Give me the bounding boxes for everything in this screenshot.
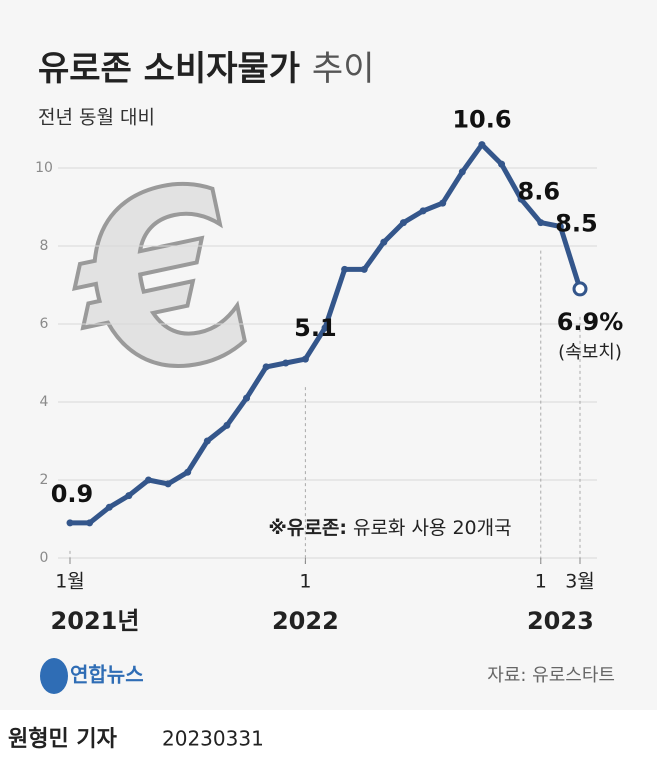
y-tick-label: 10 xyxy=(35,160,53,176)
background xyxy=(0,0,657,710)
data-point xyxy=(478,141,486,149)
data-point xyxy=(243,394,251,402)
y-tick-label: 0 xyxy=(40,550,49,566)
data-point xyxy=(184,468,192,476)
data-point xyxy=(125,492,133,500)
data-point xyxy=(517,195,525,203)
y-tick-label: 8 xyxy=(40,238,49,254)
y-tick-label: 6 xyxy=(40,316,49,332)
data-point xyxy=(572,281,588,297)
x-tick-label: 1 xyxy=(535,571,547,593)
data-point xyxy=(556,223,564,230)
data-point xyxy=(498,160,506,168)
value-label: 0.9 xyxy=(51,480,94,508)
x-tick-label: 1 xyxy=(299,571,311,593)
title-main: 유로존 소비자물가 xyxy=(38,49,300,89)
data-point xyxy=(341,265,349,273)
data-point xyxy=(105,503,113,511)
value-label: 5.1 xyxy=(294,314,337,342)
data-point xyxy=(399,219,407,227)
value-label: 10.6 xyxy=(452,106,511,134)
data-point xyxy=(321,324,329,332)
date: 20230331 xyxy=(162,727,264,751)
data-point xyxy=(380,238,388,246)
chart-title: 유로존 소비자물가 추이 xyxy=(38,49,374,89)
data-point xyxy=(164,480,172,488)
title-suffix: 추이 xyxy=(312,49,375,89)
value-note: (속보치) xyxy=(558,342,622,363)
note-text: 유로화 사용 20개국 xyxy=(353,517,512,539)
data-point xyxy=(203,437,211,445)
note-label: ※유로존: xyxy=(268,517,347,539)
x-tick-label: 1월 xyxy=(55,571,85,593)
data-point xyxy=(439,199,447,207)
year-label: 2022 xyxy=(272,607,339,635)
data-point xyxy=(537,219,545,227)
data-point xyxy=(301,355,309,363)
data-point xyxy=(144,476,152,484)
year-label: 2023 xyxy=(527,607,594,635)
byline: 원형민 기자 xyxy=(8,727,118,752)
logo-text: 연합뉴스 xyxy=(70,663,144,687)
data-point xyxy=(282,359,290,367)
subtitle: 전년 동월 대비 xyxy=(38,107,155,129)
value-label: 8.6 xyxy=(518,178,561,206)
data-point xyxy=(86,519,94,527)
x-tick-label: 3월 xyxy=(565,571,595,593)
logo-mark xyxy=(40,658,68,694)
source: 자료: 유로스타트 xyxy=(487,665,615,686)
note: ※유로존: 유로화 사용 20개국 xyxy=(268,517,511,539)
value-label: 8.5 xyxy=(555,210,598,238)
year-label: 2021년 xyxy=(51,607,140,635)
data-point xyxy=(458,168,466,176)
data-point xyxy=(66,519,74,527)
value-label: 6.9% xyxy=(557,308,624,336)
y-tick-label: 4 xyxy=(40,394,49,410)
y-tick-label: 2 xyxy=(40,472,49,488)
data-point xyxy=(223,421,231,429)
data-point xyxy=(360,265,368,273)
data-point xyxy=(419,207,427,215)
data-point xyxy=(262,363,270,371)
logo: 연합뉴스 xyxy=(40,658,144,694)
